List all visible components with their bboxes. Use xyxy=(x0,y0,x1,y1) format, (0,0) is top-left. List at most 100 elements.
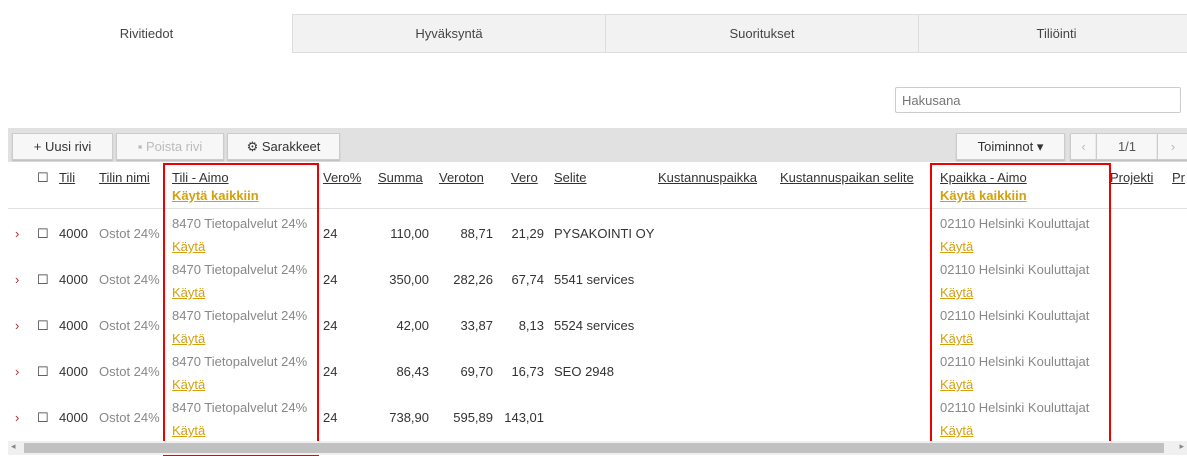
cell-veroton: 595,89 xyxy=(453,410,493,425)
apply-tili-link[interactable]: Käytä xyxy=(172,377,206,392)
columns-label: Sarakkeet xyxy=(261,139,321,154)
header-divider xyxy=(8,208,1187,209)
scrollbar-thumb[interactable] xyxy=(24,443,1164,453)
cell-tili: 4000 xyxy=(59,410,88,425)
cell-tili: 4000 xyxy=(59,364,88,379)
cell-tilin-nimi: Ostot 24% xyxy=(99,364,160,379)
apply-tili-link[interactable]: Käytä xyxy=(172,239,206,254)
cell-tilin-nimi: Ostot 24% xyxy=(99,226,160,241)
columns-button[interactable]: ⚙ Sarakkeet xyxy=(227,133,340,160)
apply-tili-link[interactable]: Käytä xyxy=(172,285,206,300)
cell-tili-aimo: 8470 Tietopalvelut 24% xyxy=(172,354,308,369)
cell-selite: SEO 2948 xyxy=(554,364,614,379)
apply-tili-link[interactable]: Käytä xyxy=(172,423,206,438)
expand-chevron-icon[interactable]: › xyxy=(15,226,20,241)
cell-tili: 4000 xyxy=(59,318,88,333)
tab-hyvaksynta[interactable]: Hyväksyntä xyxy=(292,14,606,53)
apply-kpaikka-link[interactable]: Käytä xyxy=(940,423,974,438)
tab-bar: Rivitiedot Hyväksyntä Suoritukset Tiliöi… xyxy=(0,14,1187,53)
cell-vero-pct: 24 xyxy=(323,226,338,241)
cell-tili: 4000 xyxy=(59,272,88,287)
trash-icon: ▪ xyxy=(137,139,146,154)
apply-kpaikka-link[interactable]: Käytä xyxy=(940,239,974,254)
cell-vero-pct: 24 xyxy=(323,272,338,287)
apply-kpaikka-link[interactable]: Käytä xyxy=(940,285,974,300)
header-tili[interactable]: Tili xyxy=(59,170,76,185)
cell-summa: 110,00 xyxy=(390,226,429,241)
cell-tili: 4000 xyxy=(59,226,88,241)
row-checkbox[interactable]: ☐ xyxy=(37,410,49,425)
cell-tili-aimo: 8470 Tietopalvelut 24% xyxy=(172,216,308,231)
header-summa[interactable]: Summa xyxy=(378,170,423,185)
cell-tili-aimo: 8470 Tietopalvelut 24% xyxy=(172,308,308,323)
cell-kpaikka-aimo: 02110 Helsinki Kouluttajat xyxy=(940,354,1090,369)
cell-tilin-nimi: Ostot 24% xyxy=(99,272,160,287)
cell-summa: 738,90 xyxy=(389,410,429,425)
actions-dropdown[interactable]: Toiminnot ▾ xyxy=(956,133,1065,160)
cell-veroton: 69,70 xyxy=(460,364,493,379)
tab-tiliointi[interactable]: Tiliöinti xyxy=(918,14,1187,53)
header-veroton[interactable]: Veroton xyxy=(439,170,484,185)
apply-all-tili-link[interactable]: Käytä kaikkiin xyxy=(172,188,259,203)
header-tilin-nimi[interactable]: Tilin nimi xyxy=(99,170,150,185)
apply-kpaikka-link[interactable]: Käytä xyxy=(940,377,974,392)
expand-chevron-icon[interactable]: › xyxy=(15,410,20,425)
row-checkbox[interactable]: ☐ xyxy=(37,364,49,379)
cell-vero: 16,73 xyxy=(511,364,544,379)
row-checkbox[interactable]: ☐ xyxy=(37,318,49,333)
cell-veroton: 88,71 xyxy=(460,226,493,241)
cell-vero-pct: 24 xyxy=(323,364,338,379)
cell-summa: 86,43 xyxy=(396,364,429,379)
cell-kpaikka-aimo: 02110 Helsinki Kouluttajat xyxy=(940,308,1090,323)
header-vero[interactable]: Vero xyxy=(511,170,538,185)
cell-veroton: 33,87 xyxy=(460,318,493,333)
apply-all-kpaikka-link[interactable]: Käytä kaikkiin xyxy=(940,188,1027,203)
apply-tili-link[interactable]: Käytä xyxy=(172,331,206,346)
scroll-left-icon[interactable]: ◂ xyxy=(11,441,16,451)
expand-chevron-icon[interactable]: › xyxy=(15,318,20,333)
cell-kpaikka-aimo: 02110 Helsinki Kouluttajat xyxy=(940,216,1090,231)
header-vero-pct[interactable]: Vero% xyxy=(323,170,362,185)
cell-summa: 42,00 xyxy=(396,318,429,333)
cell-vero-pct: 24 xyxy=(323,318,338,333)
cell-vero: 67,74 xyxy=(511,272,544,287)
cell-selite: 5524 services xyxy=(554,318,635,333)
highlight-kpaikka-aimo xyxy=(930,163,1111,451)
new-row-button[interactable]: + Uusi rivi xyxy=(12,133,113,160)
tab-rivitiedot[interactable]: Rivitiedot xyxy=(0,14,293,53)
scroll-right-icon[interactable]: ▸ xyxy=(1179,441,1184,451)
cell-veroton: 282,26 xyxy=(453,272,493,287)
next-page-button[interactable]: › xyxy=(1157,133,1187,160)
cell-kpaikka-aimo: 02110 Helsinki Kouluttajat xyxy=(940,400,1090,415)
cell-tilin-nimi: Ostot 24% xyxy=(99,410,160,425)
page-indicator: 1/1 xyxy=(1096,133,1158,160)
cell-tili-aimo: 8470 Tietopalvelut 24% xyxy=(172,400,308,415)
header-selite[interactable]: Selite xyxy=(554,170,587,185)
header-pr[interactable]: Pr xyxy=(1172,170,1185,185)
toolbar: + Uusi rivi ▪ Poista rivi ⚙ Sarakkeet To… xyxy=(8,128,1187,162)
apply-kpaikka-link[interactable]: Käytä xyxy=(940,331,974,346)
header-kpaikka-aimo[interactable]: Kpaikka - Aimo xyxy=(940,170,1027,185)
cell-vero-pct: 24 xyxy=(323,410,338,425)
row-checkbox[interactable]: ☐ xyxy=(37,226,49,241)
header-tili-aimo[interactable]: Tili - Aimo xyxy=(172,170,229,185)
cell-tilin-nimi: Ostot 24% xyxy=(99,318,160,333)
expand-chevron-icon[interactable]: › xyxy=(15,364,20,379)
cell-vero: 21,29 xyxy=(511,226,544,241)
cell-vero: 143,01 xyxy=(504,410,544,425)
search-input[interactable] xyxy=(895,87,1181,113)
header-kustannuspaikka[interactable]: Kustannuspaikka xyxy=(658,170,758,185)
delete-row-button[interactable]: ▪ Poista rivi xyxy=(116,133,224,160)
tab-suoritukset[interactable]: Suoritukset xyxy=(605,14,919,53)
header-projekti[interactable]: Projekti xyxy=(1110,170,1154,185)
cell-kpaikka-aimo: 02110 Helsinki Kouluttajat xyxy=(940,262,1090,277)
cell-selite: PYSAKOINTI OY xyxy=(554,226,655,241)
delete-row-label: Poista rivi xyxy=(145,139,203,154)
prev-page-button[interactable]: ‹ xyxy=(1070,133,1097,160)
row-checkbox[interactable]: ☐ xyxy=(37,272,49,287)
expand-chevron-icon[interactable]: › xyxy=(15,272,20,287)
header-kp-selite[interactable]: Kustannuspaikan selite xyxy=(780,170,914,185)
horizontal-scrollbar[interactable]: ◂ ▸ xyxy=(8,441,1187,455)
cell-summa: 350,00 xyxy=(389,272,429,287)
select-all-checkbox[interactable]: ☐ xyxy=(37,170,49,185)
